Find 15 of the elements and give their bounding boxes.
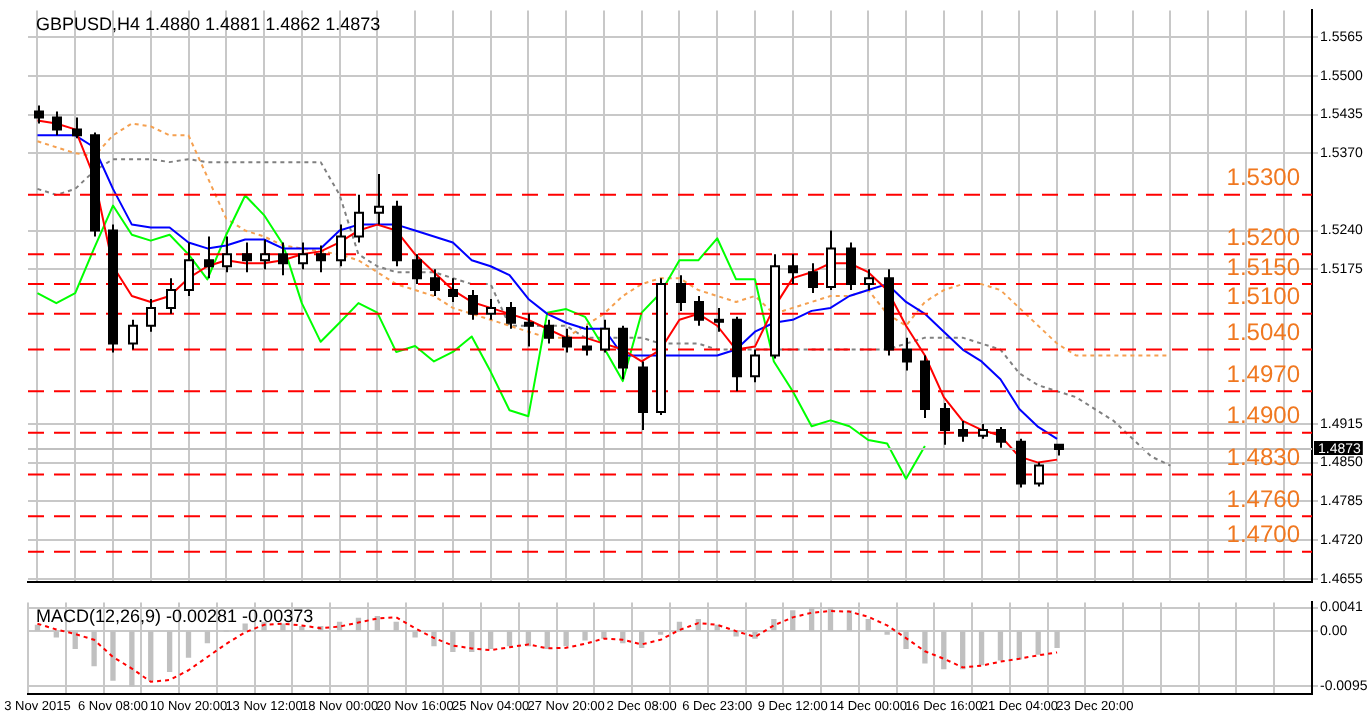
ref-line-label: 1.4900 — [1226, 401, 1301, 430]
line-series — [36, 610, 1059, 683]
ref-line-label: 1.4830 — [1226, 443, 1301, 472]
ref-line-label: 1.5150 — [1226, 252, 1301, 281]
ref-line-label: 1.4700 — [1226, 520, 1301, 549]
line-series — [36, 158, 1172, 467]
ref-line-label: 1.5200 — [1226, 222, 1301, 251]
chart-title: GBPUSD,H4 1.4880 1.4881 1.4862 1.4873 — [36, 14, 381, 35]
line-series — [36, 122, 1172, 357]
ref-line-label: 1.5040 — [1226, 318, 1301, 347]
ref-line-label: 1.5300 — [1226, 163, 1301, 192]
ref-line-label: 1.5100 — [1226, 282, 1301, 311]
chart-title: MACD(12,26,9) -0.00281 -0.00373 — [36, 606, 314, 627]
ref-line-label: 1.4970 — [1226, 359, 1301, 388]
ref-line-label: 1.4760 — [1226, 484, 1301, 513]
